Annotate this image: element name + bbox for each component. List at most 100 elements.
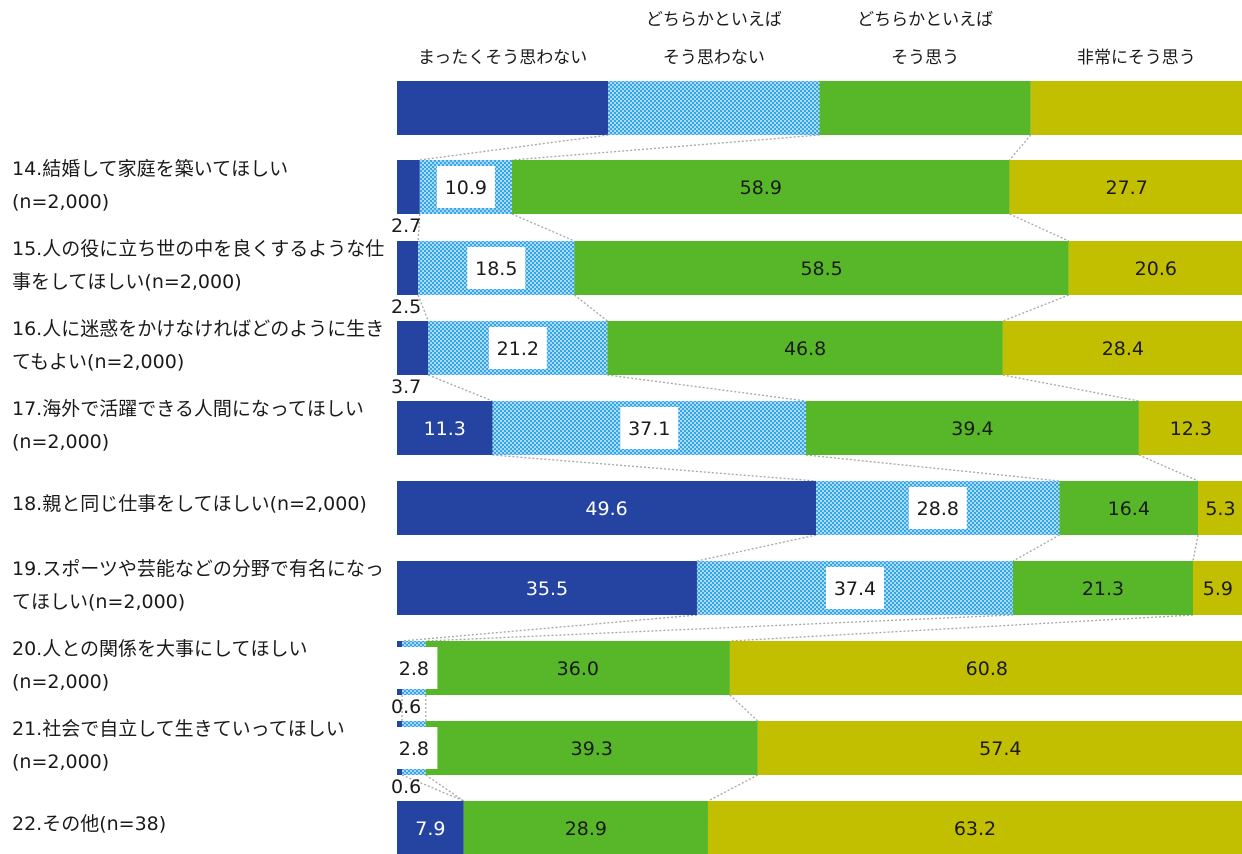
- connector-line: [425, 614, 1014, 642]
- data-label-row-1-series-3: 58.9: [740, 177, 782, 199]
- data-labels: 2.7 10.9 58.9 27.7 2.5 18.5 58.5 20.6 3.7 21.2 46.…: [390, 166, 1236, 840]
- connector-line: [1009, 213, 1070, 242]
- bar-segment-row-6-series-4: [1192, 561, 1242, 615]
- bar-segment-row-1-series-1: [397, 160, 420, 214]
- connector-line: [696, 534, 817, 562]
- bar-segment-row-9-series-4: [707, 801, 1242, 854]
- data-label-row-2-series-3: 58.5: [800, 258, 842, 280]
- bar-segment-row-8-series-3: [425, 721, 758, 775]
- data-label-row-6-series-1: 35.5: [526, 578, 568, 600]
- connector-line: [1138, 454, 1199, 482]
- bar-segment-row-5-series-4: [1198, 481, 1242, 535]
- bar-segment-row-7-series-4: [729, 641, 1242, 695]
- bar-segment-row-3-series-3: [607, 321, 1003, 375]
- data-label-row-7-series-3: 36.0: [557, 658, 599, 680]
- legend-label-3-line-1: どちらかといえば: [857, 10, 993, 30]
- legend-label-2-line-1: どちらかといえば: [646, 10, 782, 30]
- legend-label-1: まったくそう思わない: [418, 48, 587, 68]
- data-label-row-3-series-2: 21.2: [497, 338, 539, 360]
- category-label-3-line-1: 16.人に迷惑をかけなければどのように生き: [12, 318, 384, 340]
- legend-label-2-line-2: そう思わない: [663, 48, 765, 68]
- legend-label-4: 非常にそう思う: [1077, 48, 1196, 68]
- bar-segment-row-6-series-3: [1013, 561, 1193, 615]
- data-label-row-4-series-3: 39.4: [951, 418, 993, 440]
- data-label-box: [488, 327, 547, 369]
- category-label-8-line-2: (n=2,000): [12, 751, 109, 773]
- bar-segment-row-1-series-4: [1009, 160, 1242, 214]
- legend-swatch-3: [819, 81, 1031, 135]
- data-label-row-5-series-2: 28.8: [917, 498, 959, 520]
- connector-line: [607, 374, 807, 402]
- bar-segment-row-4-series-3: [805, 401, 1139, 455]
- category-label-9: 22.その他(n=38): [12, 813, 166, 835]
- data-label-row-6-series-3: 21.3: [1082, 578, 1124, 600]
- legend-label-3-line-2: そう思う: [891, 48, 959, 68]
- bar-segment-row-2-series-3: [574, 241, 1069, 295]
- data-label-box: [620, 407, 679, 449]
- category-label-7-line-2: (n=2,000): [12, 671, 109, 693]
- data-label-box: [390, 647, 438, 689]
- data-label-row-2-series-4: 20.6: [1135, 258, 1177, 280]
- bar-segment-row-8-series-4: [757, 721, 1242, 775]
- bar-segment-row-5-series-1: [397, 481, 817, 535]
- bar-segment-row-4-series-4: [1138, 401, 1242, 455]
- data-label-row-9-series-4: 63.2: [954, 818, 996, 840]
- data-label-row-2-series-2: 18.5: [475, 258, 517, 280]
- bar-segments: [397, 160, 1242, 854]
- legend-swatch-4: [1030, 81, 1242, 135]
- category-label-6-line-2: てほしい(n=2,000): [12, 591, 185, 613]
- connector-line: [1002, 374, 1140, 402]
- data-label-row-6-series-2: 37.4: [834, 578, 876, 600]
- data-label-row-1-series-2: 10.9: [445, 177, 487, 199]
- data-label-row-8-series-3: 39.3: [571, 738, 613, 760]
- bar-segment-row-2-series-4: [1068, 241, 1242, 295]
- category-label-4-line-2: (n=2,000): [12, 431, 109, 453]
- data-label-row-2-series-1: 2.5: [391, 296, 421, 318]
- legend-swatch-1: [397, 81, 609, 135]
- category-label-6-line-1: 19.スポーツや芸能などの分野で有名になっ: [12, 558, 384, 580]
- bar-segment-row-3-series-4: [1002, 321, 1242, 375]
- data-label-row-4-series-4: 12.3: [1170, 418, 1212, 440]
- data-label-row-9-series-1: 7.9: [415, 818, 445, 840]
- data-label-row-1-series-4: 27.7: [1106, 177, 1148, 199]
- connector-line: [1012, 534, 1060, 562]
- data-label-row-8-series-1: 0.6: [391, 776, 421, 798]
- connector-line: [417, 213, 421, 242]
- data-label-row-4-series-2: 37.1: [628, 418, 670, 440]
- connector-line: [419, 134, 609, 161]
- bar-segment-row-7-series-3: [425, 641, 730, 695]
- data-label-row-5-series-4: 5.3: [1205, 498, 1235, 520]
- connector-line: [402, 614, 698, 642]
- bar-segment-row-3-series-1: [397, 321, 429, 375]
- bar-segment-row-9-series-3: [463, 801, 708, 854]
- category-label-5: 18.親と同じ仕事をしてほしい(n=2,000): [12, 493, 367, 515]
- category-label-8-line-1: 21.社会で自立して生きていってほしい: [12, 718, 345, 740]
- connector-line: [401, 774, 465, 802]
- category-label-2-line-2: 事をしてほしい(n=2,000): [12, 271, 242, 293]
- connector-line: [417, 294, 429, 322]
- legend-swatch-2: [608, 81, 820, 135]
- connector-line: [492, 454, 817, 482]
- category-label-3-line-2: てもよい(n=2,000): [12, 351, 184, 373]
- data-label-box: [467, 247, 526, 289]
- category-label-1-line-2: (n=2,000): [12, 191, 109, 213]
- category-labels: 14.結婚して家庭を築いてほしい (n=2,000) 15.人の役に立ち世の中を良く…: [12, 158, 384, 835]
- connector-line: [511, 213, 575, 242]
- data-label-row-9-series-3: 28.9: [565, 818, 607, 840]
- connector-line: [1009, 134, 1032, 161]
- category-label-1-line-1: 14.結婚して家庭を築いてほしい: [12, 158, 288, 180]
- connector-line: [805, 454, 1060, 482]
- bar-segment-row-9-series-1: [397, 801, 464, 854]
- data-label-row-7-series-1: 0.6: [391, 696, 421, 718]
- data-label-row-3-series-4: 28.4: [1102, 338, 1144, 360]
- data-label-row-5-series-1: 49.6: [585, 498, 627, 520]
- data-label-row-5-series-3: 16.4: [1108, 498, 1150, 520]
- data-label-row-3-series-3: 46.8: [784, 338, 826, 360]
- bar-segment-row-2-series-1: [397, 241, 419, 295]
- category-label-4-line-1: 17.海外で活躍できる人間になってほしい: [12, 398, 364, 420]
- connector-lines: [401, 134, 1199, 802]
- connector-line: [511, 134, 820, 161]
